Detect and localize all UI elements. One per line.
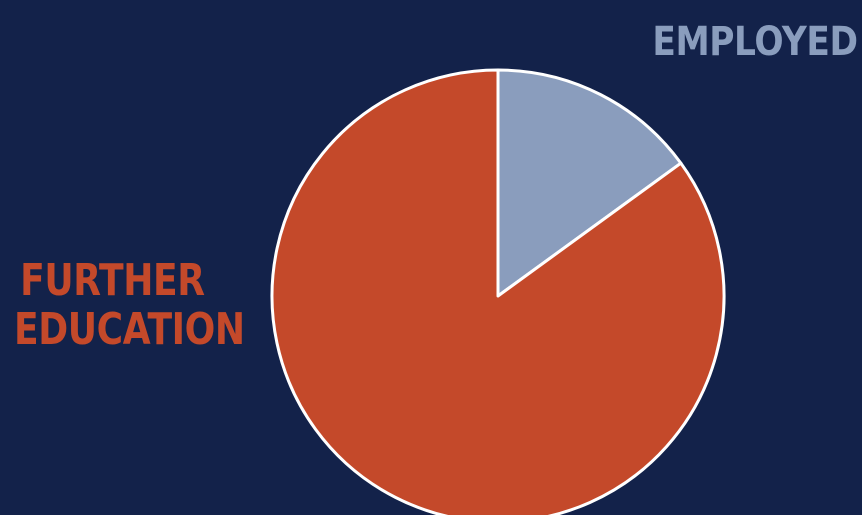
slice-label-employed: EMPLOYED — [652, 19, 859, 65]
pie-slice-employed — [496, 68, 683, 298]
slice-label-further-education: FURTHER EDUCATION — [14, 255, 245, 356]
slice-label-employed-line-1: EMPLOYED — [652, 19, 859, 65]
slice-label-further-education-line-2: EDUCATION — [14, 304, 245, 356]
pie-slice-further-education — [270, 68, 726, 515]
slice-label-further-education-line-1: FURTHER — [20, 255, 205, 306]
